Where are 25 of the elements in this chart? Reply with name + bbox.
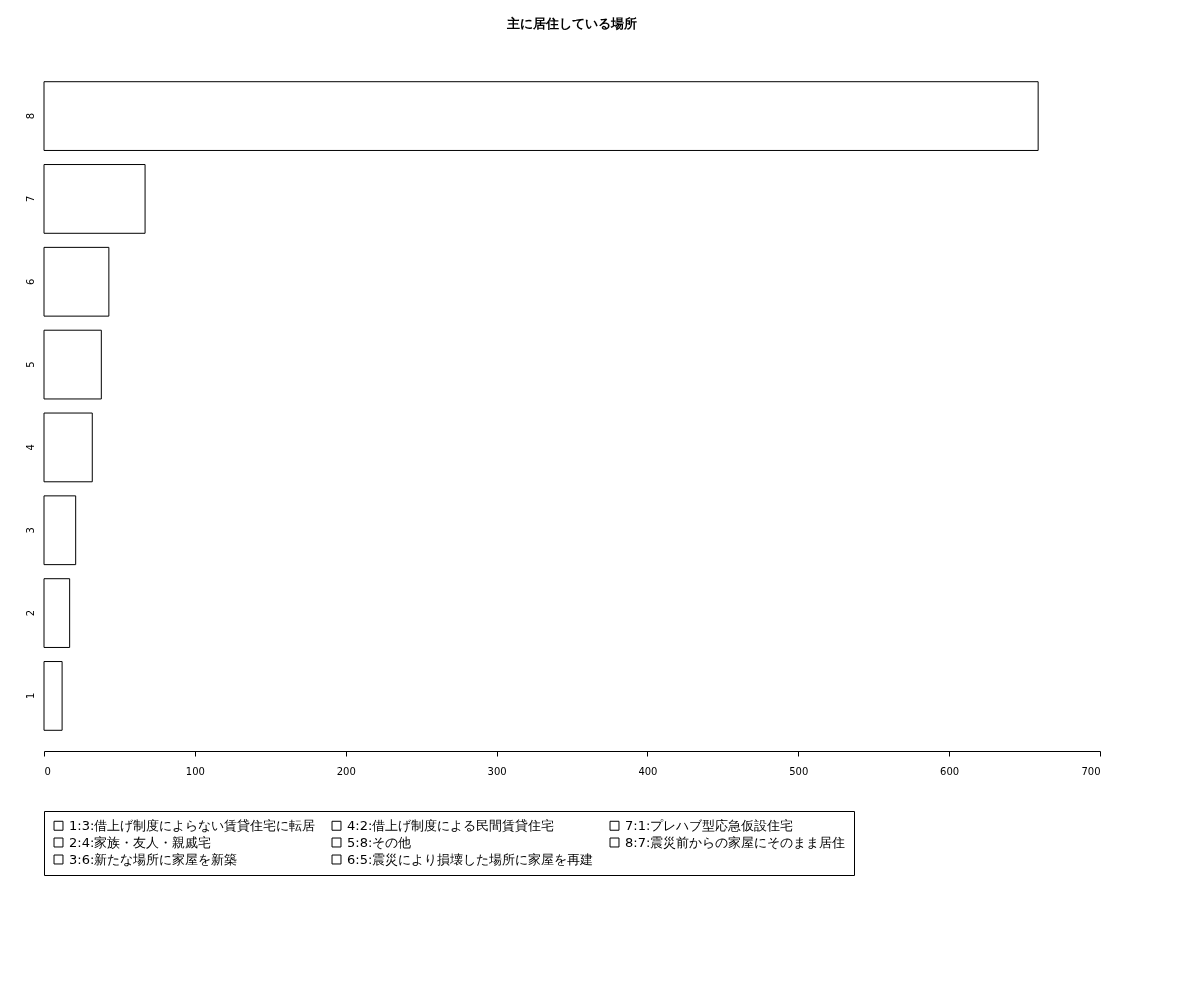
- y-tick-label: 3: [24, 527, 36, 534]
- legend-label: 1:3:借上げ制度によらない賃貸住宅に転居: [69, 817, 316, 833]
- x-tick-label: 500: [789, 765, 809, 777]
- legend-label: 4:2:借上げ制度による民間賃貸住宅: [347, 817, 555, 833]
- y-tick-label: 7: [24, 195, 36, 203]
- x-tick-label: 100: [185, 765, 205, 777]
- chart-title: 主に居住している場所: [506, 16, 637, 31]
- x-tick-label: 200: [336, 765, 356, 777]
- x-tick-label: 600: [940, 765, 960, 777]
- y-tick-label: 8: [24, 112, 36, 120]
- legend-label: 6:5:震災により損壊した場所に家屋を再建: [347, 851, 594, 867]
- x-tick-label: 300: [487, 765, 507, 777]
- legend-label: 5:8:その他: [347, 834, 412, 850]
- legend-label: 8:7:震災前からの家屋にそのまま居住: [625, 834, 846, 850]
- y-tick-label: 5: [24, 361, 36, 368]
- y-tick-label: 4: [24, 444, 36, 451]
- x-tick-label: 0: [44, 765, 51, 777]
- legend-label: 7:1:プレハブ型応急仮設住宅: [625, 817, 794, 833]
- y-tick-label: 1: [24, 692, 36, 700]
- x-tick-label: 700: [1081, 765, 1101, 777]
- y-tick-label: 2: [24, 609, 36, 617]
- legend-label: 2:4:家族・友人・親戚宅: [69, 834, 212, 850]
- legend-label: 3:6:新たな場所に家屋を新築: [69, 851, 238, 867]
- y-tick-label: 6: [24, 278, 36, 285]
- x-tick-label: 400: [638, 765, 658, 777]
